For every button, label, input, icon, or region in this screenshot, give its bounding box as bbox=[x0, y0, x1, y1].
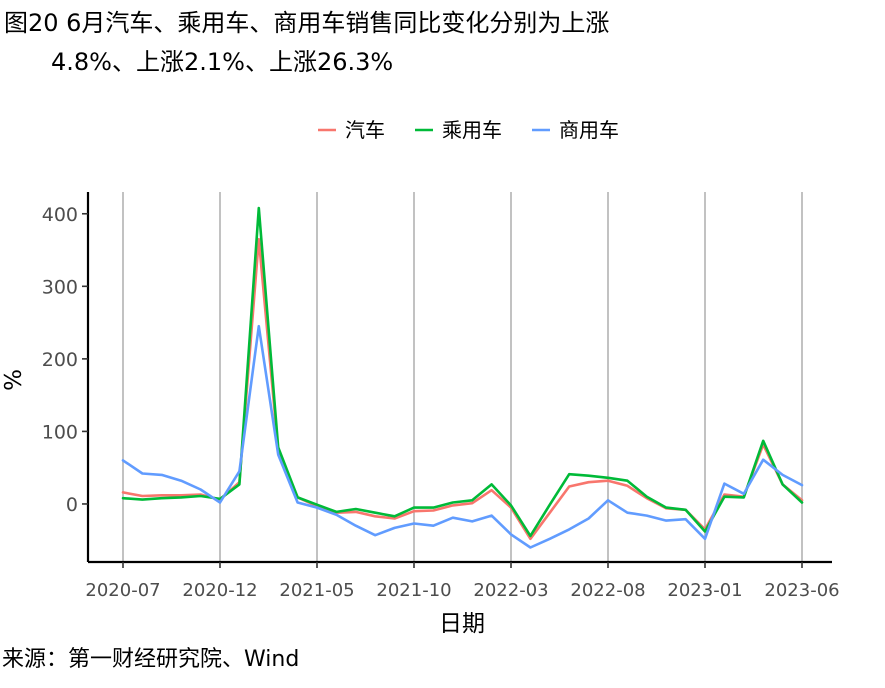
series-lines bbox=[121, 206, 804, 549]
chart-title: 图20 6月汽车、乘用车、商用车销售同比变化分别为上涨 4.8%、上涨2.1%、… bbox=[4, 4, 874, 82]
x-axis-ticks: 2020-07 2020-12 2021-05 2021-10 2022-03 2022-… bbox=[85, 562, 840, 601]
x-tick-label: 2023-06 bbox=[764, 580, 839, 601]
series-line bbox=[121, 206, 804, 538]
y-axis-title: % bbox=[1, 369, 27, 391]
grid-lines bbox=[122, 192, 803, 562]
chart-title-line2: 4.8%、上涨2.1%、上涨26.3% bbox=[51, 48, 394, 76]
legend-label: 乘用车 bbox=[442, 118, 502, 142]
x-tick-label: 2023-01 bbox=[667, 580, 742, 601]
x-tick-label: 2020-12 bbox=[182, 580, 257, 601]
x-tick-label: 2021-05 bbox=[279, 580, 354, 601]
y-tick-label: 0 bbox=[66, 494, 78, 516]
x-tick-label: 2020-07 bbox=[85, 580, 160, 601]
y-tick-label: 200 bbox=[42, 349, 78, 371]
legend-label: 汽车 bbox=[345, 118, 385, 142]
x-axis-title: 日期 bbox=[439, 611, 485, 637]
x-tick-label: 2022-08 bbox=[570, 580, 645, 601]
y-tick-label: 400 bbox=[42, 204, 78, 226]
x-tick-label: 2021-10 bbox=[376, 580, 451, 601]
legend-label: 商用车 bbox=[559, 118, 619, 142]
y-tick-label: 300 bbox=[42, 276, 78, 298]
legend: 汽车 乘用车 商用车 bbox=[318, 118, 619, 142]
source-note: 来源：第一财经研究院、Wind bbox=[2, 647, 300, 672]
y-tick-label: 100 bbox=[42, 421, 78, 443]
axes bbox=[86, 192, 832, 564]
y-axis-ticks: 0 100 200 300 400 bbox=[42, 204, 88, 516]
chart-title-line1: 图20 6月汽车、乘用车、商用车销售同比变化分别为上涨 bbox=[4, 9, 610, 37]
series-line bbox=[121, 324, 804, 549]
x-tick-label: 2022-03 bbox=[473, 580, 548, 601]
